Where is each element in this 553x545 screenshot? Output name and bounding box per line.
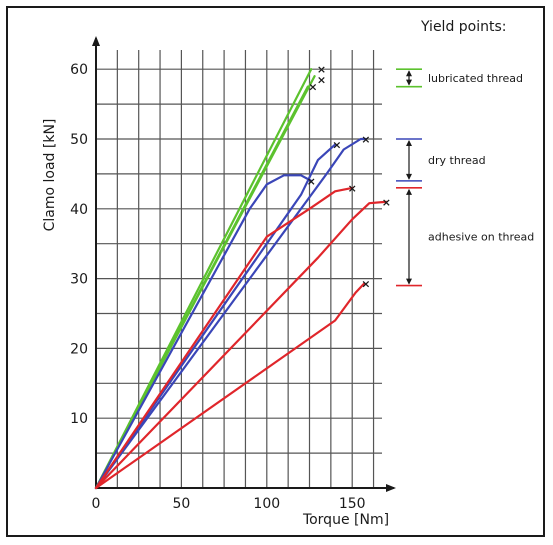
yield-marker: × [382, 196, 391, 209]
y-tick-label: 30 [70, 272, 88, 288]
y-tick-label: 20 [70, 341, 88, 357]
yield-marker: × [307, 175, 316, 188]
yield-range-arrowhead-down [406, 173, 412, 180]
x-tick-label: 0 [92, 496, 101, 512]
yield-range-arrowhead-down [406, 79, 412, 86]
y-tick-label: 50 [70, 132, 88, 148]
chart-frame: 0 50 100 150 10 20 30 40 50 60 × × × × × × × × × lubricat… [6, 6, 545, 537]
series-line-dry [94, 143, 337, 490]
x-axis-label: Torque [Nm] [302, 512, 389, 528]
yield-range-arrowhead-down [406, 278, 412, 285]
yield-legend: lubricated thread dry thread adhesive on t… [396, 68, 534, 287]
yield-marker: × [317, 74, 326, 87]
yield-range-label: lubricated thread [428, 72, 523, 85]
yield-range-label: dry thread [428, 154, 486, 167]
yield-markers: ××××× ×××× [307, 63, 391, 290]
series-line-lubricated [94, 85, 309, 490]
yield-range-arrowhead-up [406, 70, 412, 77]
yield-marker: × [317, 63, 326, 76]
y-axis-arrow [92, 36, 100, 46]
series-line-adhesive [94, 186, 354, 490]
x-tick-label: 50 [172, 496, 190, 512]
tick-labels: 0 50 100 150 10 20 30 40 50 60 [70, 62, 365, 512]
yield-points-title: Yield points: [420, 19, 507, 35]
y-tick-label: 40 [70, 202, 88, 218]
axes [92, 36, 396, 492]
series-line-adhesive [94, 200, 388, 490]
x-tick-label: 100 [253, 496, 280, 512]
yield-marker: × [308, 81, 317, 94]
yield-range-arrowhead-up [406, 140, 412, 146]
x-axis-arrow [386, 484, 396, 492]
y-axis-label: Clamo load [kN] [42, 119, 58, 232]
grid [96, 50, 382, 488]
series-line-dry [94, 137, 367, 490]
yield-marker: × [361, 277, 370, 290]
yield-marker: × [332, 139, 341, 152]
y-tick-label: 10 [70, 411, 88, 427]
yield-range-arrowhead-up [406, 188, 412, 195]
series-line-adhesive [94, 282, 366, 490]
series-lines [94, 68, 388, 490]
series-line-dry [94, 174, 313, 490]
yield-marker: × [348, 182, 357, 195]
x-tick-label: 150 [339, 496, 366, 512]
yield-marker: × [361, 133, 370, 146]
y-tick-label: 60 [70, 62, 88, 78]
yield-range-label: adhesive on thread [428, 231, 534, 244]
